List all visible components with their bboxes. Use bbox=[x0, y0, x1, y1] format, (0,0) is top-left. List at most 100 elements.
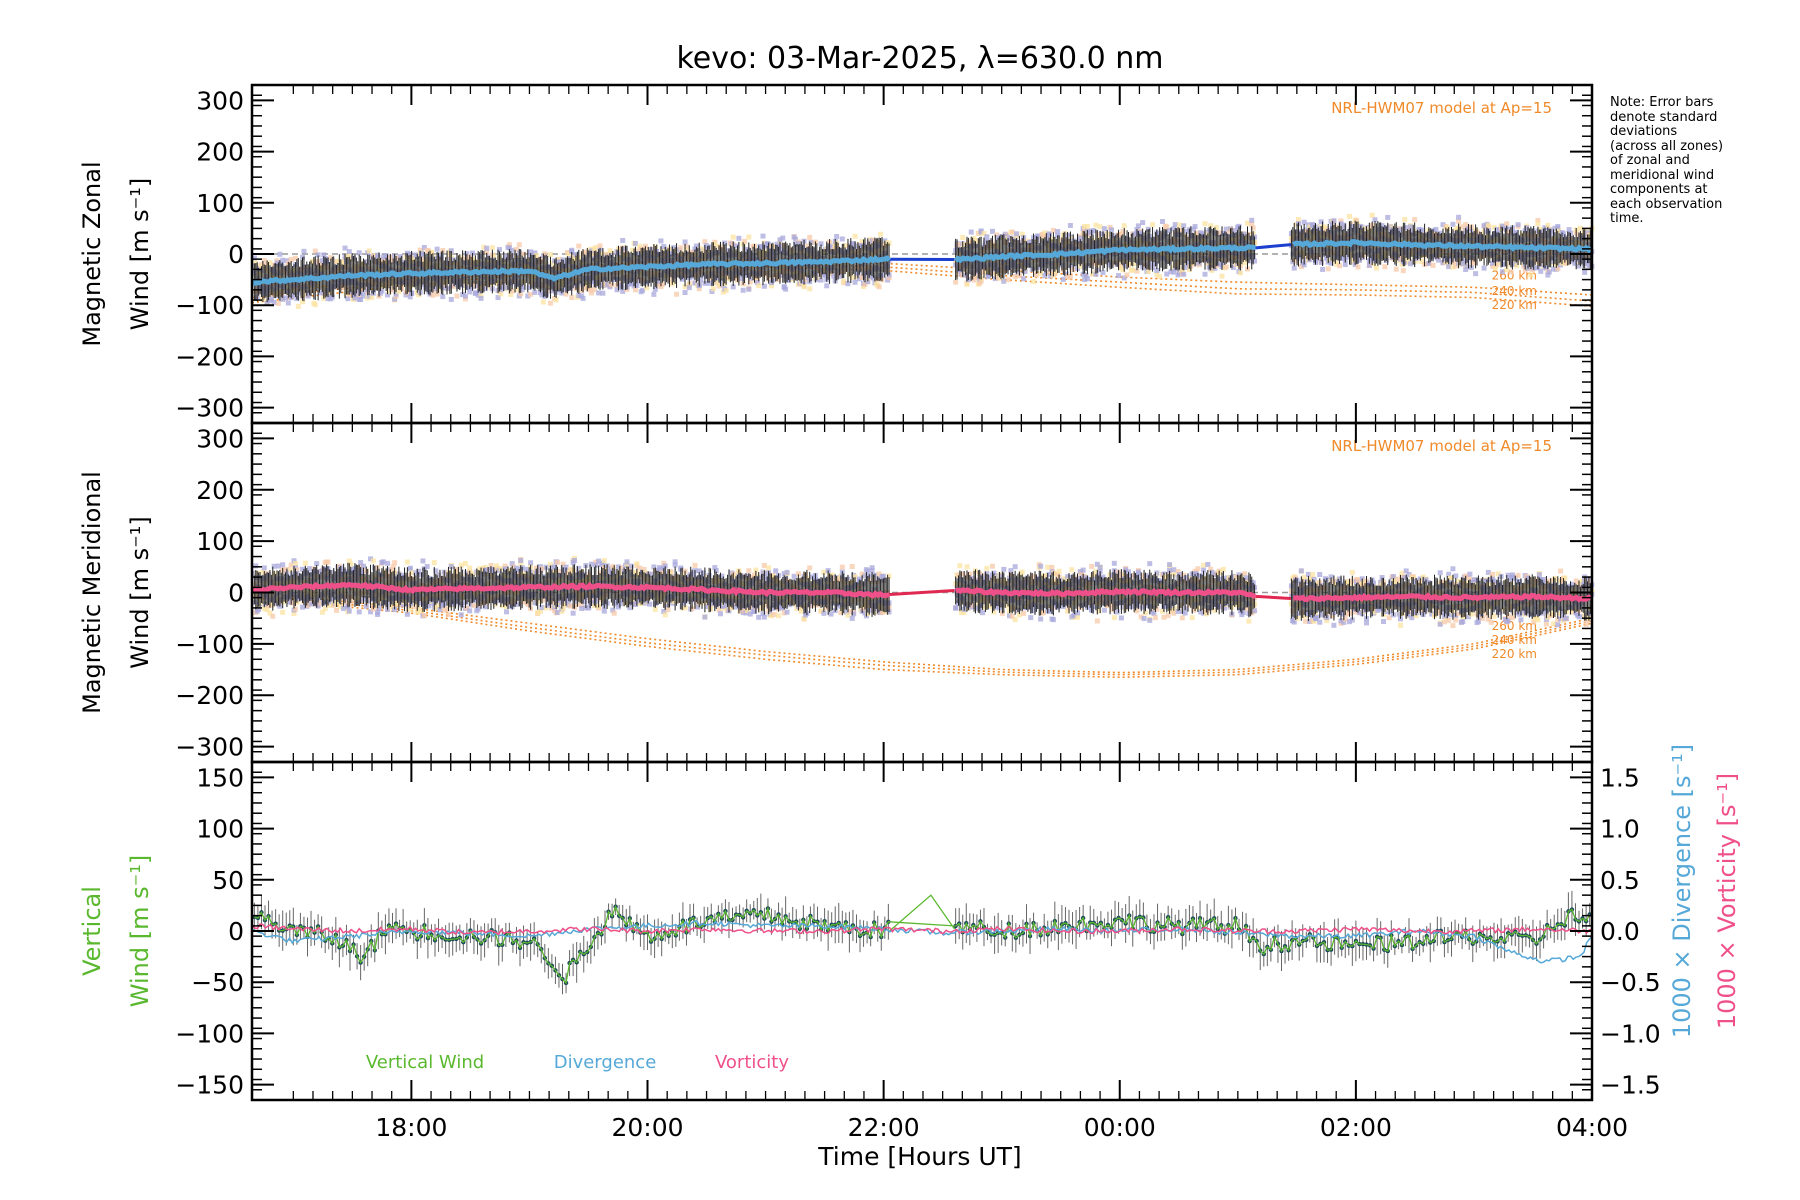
zone-point bbox=[1446, 264, 1452, 270]
zone-point bbox=[281, 568, 287, 574]
zone-point bbox=[1082, 227, 1088, 233]
zone-point bbox=[1334, 261, 1340, 267]
zone-point bbox=[356, 609, 362, 615]
zone-point bbox=[743, 272, 749, 278]
zone-point bbox=[739, 276, 745, 282]
zone-point bbox=[1575, 259, 1581, 265]
zone-point bbox=[649, 247, 655, 253]
zone-point bbox=[640, 287, 646, 293]
zone-point bbox=[1409, 229, 1415, 235]
zone-point bbox=[1344, 254, 1350, 260]
zone-point bbox=[280, 257, 286, 263]
zone-point bbox=[818, 277, 824, 283]
zone-point bbox=[768, 283, 774, 289]
zone-point bbox=[383, 253, 389, 259]
zone-point bbox=[655, 281, 661, 287]
zone-point bbox=[1077, 263, 1083, 269]
zone-point bbox=[700, 247, 706, 253]
zone-point bbox=[1035, 233, 1041, 239]
gap-line bbox=[1255, 243, 1292, 250]
zone-point bbox=[829, 244, 835, 250]
zone-point bbox=[1223, 226, 1229, 232]
zone-point bbox=[1067, 274, 1073, 280]
zone-point bbox=[968, 229, 974, 235]
zone-point bbox=[682, 290, 688, 296]
zone-point bbox=[389, 258, 395, 264]
zone-point bbox=[1402, 216, 1408, 222]
zone-point bbox=[883, 240, 889, 246]
zone-point bbox=[1155, 231, 1161, 237]
zone-point bbox=[674, 291, 680, 297]
zone-point bbox=[396, 289, 402, 295]
zone-point bbox=[985, 273, 991, 279]
zone-point bbox=[301, 248, 307, 254]
zone-point bbox=[375, 252, 381, 258]
zone-point bbox=[1535, 221, 1541, 227]
zone-point bbox=[842, 243, 848, 249]
zone-point bbox=[392, 296, 398, 302]
zone-point bbox=[1131, 231, 1137, 237]
zone-point bbox=[1515, 222, 1521, 228]
zone-point bbox=[1249, 221, 1255, 227]
zone-point bbox=[1463, 267, 1469, 273]
zone-point bbox=[852, 279, 858, 285]
zone-point bbox=[693, 243, 699, 249]
zone-point bbox=[1504, 267, 1510, 273]
zone-point bbox=[318, 290, 324, 296]
zone-point bbox=[1154, 267, 1160, 273]
zone-point bbox=[1181, 223, 1187, 229]
zone-point bbox=[356, 250, 362, 256]
zone-point bbox=[1096, 231, 1102, 237]
zone-point bbox=[369, 294, 375, 300]
zone-point bbox=[617, 251, 623, 257]
y-axis-label-line1: Magnetic Zonal bbox=[78, 161, 106, 346]
zone-point bbox=[1546, 269, 1552, 275]
zone-point bbox=[264, 607, 270, 613]
zone-point bbox=[1485, 222, 1491, 228]
zone-point bbox=[628, 281, 634, 287]
zone-point bbox=[322, 606, 328, 612]
zone-point bbox=[502, 282, 508, 288]
zone-point bbox=[637, 243, 643, 249]
zone-point bbox=[356, 294, 362, 300]
zone-point bbox=[808, 240, 814, 246]
zone-point bbox=[634, 282, 640, 288]
zone-point bbox=[1399, 261, 1405, 267]
zone-point bbox=[312, 248, 318, 254]
zone-point bbox=[308, 601, 314, 607]
zone-point bbox=[464, 251, 470, 257]
zone-point bbox=[849, 275, 855, 281]
zone-point bbox=[569, 295, 575, 301]
zone-point bbox=[1093, 271, 1099, 277]
zone-point bbox=[597, 243, 603, 249]
zone-point bbox=[290, 571, 296, 577]
zone-point bbox=[1116, 273, 1122, 279]
zone-point bbox=[380, 254, 386, 260]
zone-point bbox=[1192, 223, 1198, 229]
y-axis-label-line2: Wind [m s⁻¹] bbox=[126, 178, 154, 330]
zone-point bbox=[267, 260, 273, 266]
zone-point bbox=[1440, 222, 1446, 228]
zone-point bbox=[862, 281, 868, 287]
zone-point bbox=[708, 244, 714, 250]
zone-point bbox=[1543, 225, 1549, 231]
zone-point bbox=[1223, 264, 1229, 270]
zone-point bbox=[1347, 213, 1353, 219]
zone-point bbox=[290, 600, 296, 606]
zone-point bbox=[345, 253, 351, 259]
zone-point bbox=[526, 285, 532, 291]
zone-point bbox=[722, 281, 728, 287]
zone-point bbox=[1583, 234, 1589, 240]
zone-point bbox=[780, 235, 786, 241]
zone-point bbox=[620, 237, 626, 243]
zone-point bbox=[1362, 228, 1368, 234]
zone-point bbox=[1413, 258, 1419, 264]
zone-point bbox=[1295, 217, 1301, 223]
zone-point bbox=[1549, 230, 1555, 236]
zone-point bbox=[1328, 260, 1334, 266]
zone-point bbox=[1084, 276, 1090, 282]
zone-point bbox=[651, 291, 657, 297]
zone-point bbox=[319, 609, 325, 615]
model-curve-220 bbox=[251, 265, 1593, 307]
zone-point bbox=[462, 293, 468, 299]
